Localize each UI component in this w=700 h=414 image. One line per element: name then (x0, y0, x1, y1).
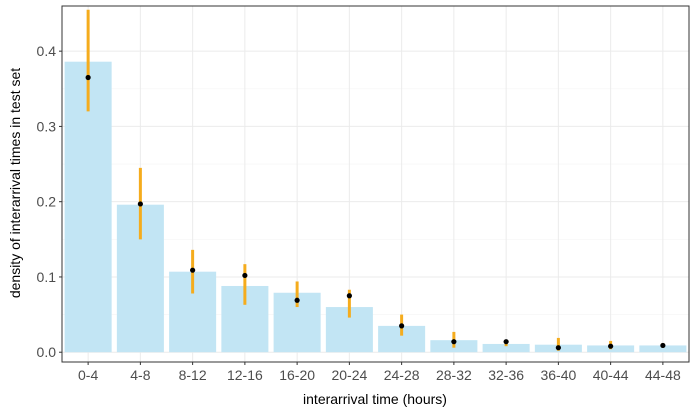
y-tick-label: 0.1 (37, 269, 57, 285)
point-20-24 (346, 293, 352, 299)
y-axis-ticks: 0.0 0.1 0.2 0.3 0.4 (37, 43, 62, 360)
x-tick-label: 20-24 (331, 367, 367, 383)
x-axis-ticks: 0-4 4-8 8-12 12-16 16-20 20-24 24-28 28-32 32-36… (78, 362, 681, 383)
point-24-28 (399, 323, 405, 329)
y-tick-label: 0.0 (37, 344, 57, 360)
x-tick-label: 32-36 (488, 367, 524, 383)
y-tick-label: 0.2 (37, 194, 57, 210)
x-tick-label: 8-12 (179, 367, 207, 383)
panel-border (61, 5, 690, 363)
x-tick-label: 0-4 (78, 367, 98, 383)
point-36-40 (555, 345, 561, 351)
point-8-12 (190, 267, 196, 273)
point-series (85, 74, 666, 351)
point-16-20 (294, 297, 300, 303)
bar-44-48 (639, 345, 687, 353)
y-tick-label: 0.3 (37, 118, 57, 134)
x-axis-title: interarrival time (hours) (303, 391, 447, 407)
x-tick-label: 24-28 (384, 367, 420, 383)
x-tick-label: 12-16 (227, 367, 263, 383)
panel-background (62, 6, 689, 362)
minor-gridlines (62, 88, 689, 315)
x-tick-label: 44-48 (645, 367, 681, 383)
x-tick-label: 4-8 (130, 367, 150, 383)
point-12-16 (242, 272, 248, 279)
point-32-36 (503, 339, 509, 345)
point-0-4 (85, 74, 91, 81)
y-axis-title: density of interarrival times in test se… (7, 68, 23, 298)
x-tick-label: 28-32 (436, 367, 472, 383)
point-40-44 (608, 343, 614, 349)
bar-series (64, 61, 687, 353)
point-44-48 (660, 342, 666, 349)
point-4-8 (137, 201, 143, 207)
y-tick-label: 0.4 (37, 43, 57, 59)
x-tick-label: 36-40 (540, 367, 576, 383)
point-28-32 (451, 339, 457, 345)
x-tick-label: 40-44 (593, 367, 629, 383)
x-tick-label: 16-20 (279, 367, 315, 383)
bar-32-36 (482, 343, 530, 353)
